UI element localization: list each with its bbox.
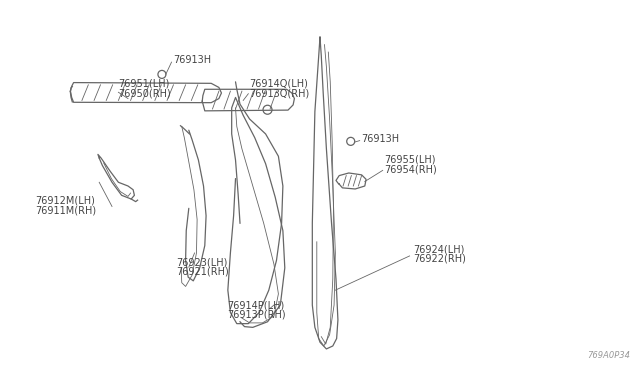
Text: 76951(LH): 76951(LH) [118,79,170,89]
Text: 76914P(LH): 76914P(LH) [227,300,284,310]
Text: 76912M(LH): 76912M(LH) [35,196,95,206]
Text: 76913H: 76913H [173,55,211,64]
Text: 76955(LH): 76955(LH) [384,155,435,165]
Text: 76913H: 76913H [362,135,400,144]
Text: 76950(RH): 76950(RH) [118,88,171,98]
Text: 76913P(RH): 76913P(RH) [227,310,286,319]
Text: 76954(RH): 76954(RH) [384,164,436,174]
Text: 769A0P34: 769A0P34 [587,351,630,360]
Text: 76914Q(LH): 76914Q(LH) [250,79,308,89]
Text: 76911M(RH): 76911M(RH) [35,205,97,215]
Text: 76921(RH): 76921(RH) [176,267,228,276]
Text: 76922(RH): 76922(RH) [413,254,466,263]
Text: 76924(LH): 76924(LH) [413,244,464,254]
Text: 76913Q(RH): 76913Q(RH) [250,88,310,98]
Text: 76923(LH): 76923(LH) [176,257,227,267]
